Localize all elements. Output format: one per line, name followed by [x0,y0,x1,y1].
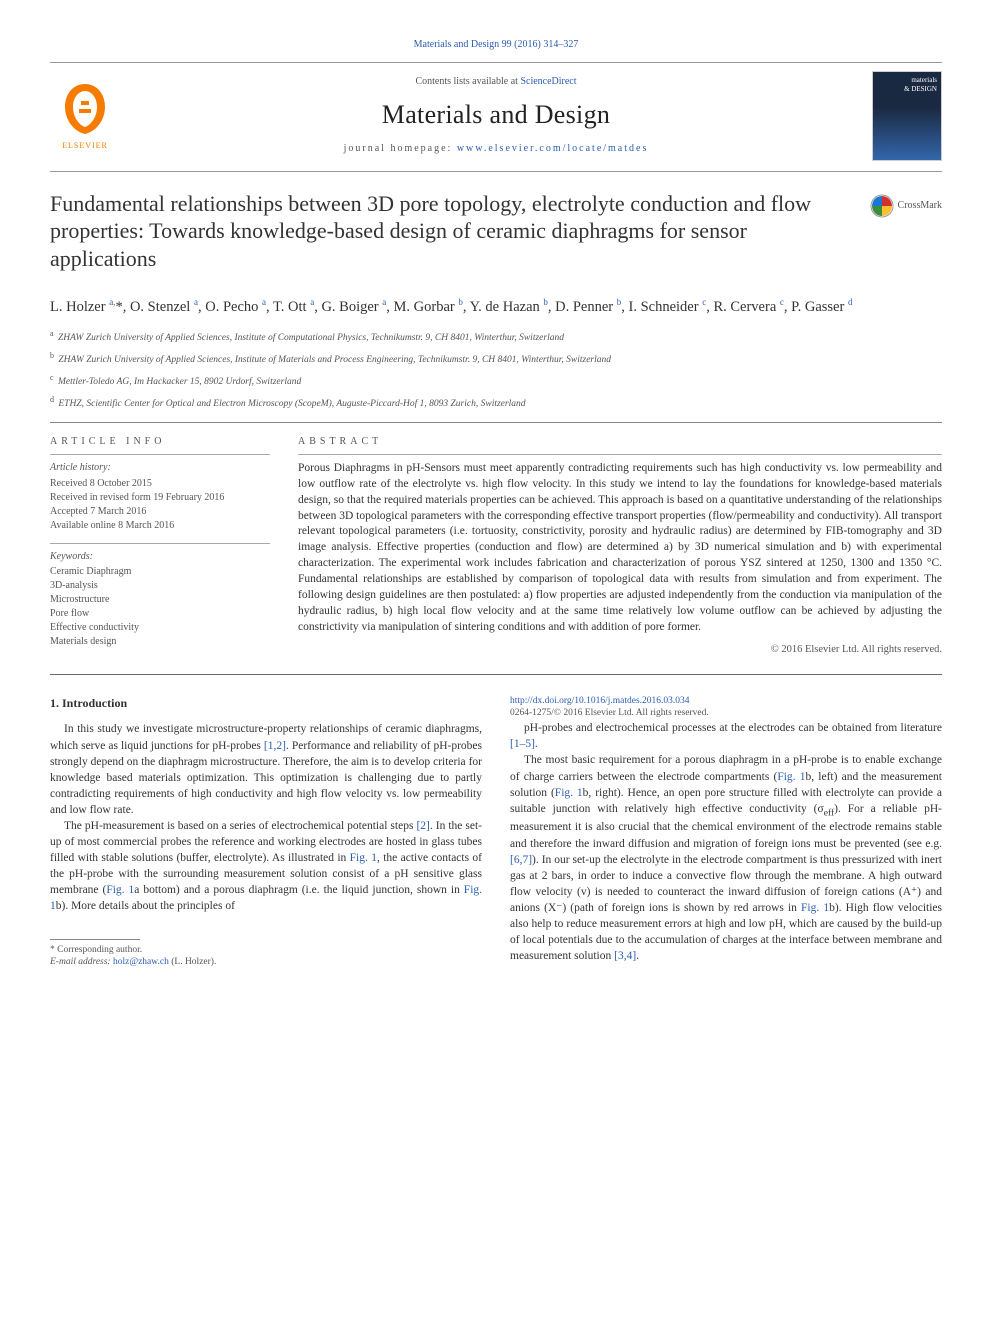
article-title: Fundamental relationships between 3D por… [50,190,858,273]
doi-link[interactable]: http://dx.doi.org/10.1016/j.matdes.2016.… [510,696,690,706]
figure-link[interactable]: Fig. 1 [777,771,805,783]
article-info-head: article info [50,435,270,449]
body-paragraph: In this study we investigate microstruct… [50,721,482,818]
article-info-block: article info Article history: Received 8… [50,435,270,658]
email-footnote: E-mail address: holz@zhaw.ch (L. Holzer)… [50,956,482,969]
citation-link[interactable]: [1,2] [264,740,286,752]
body-paragraph: The pH-measurement is based on a series … [50,818,482,915]
elsevier-logo: ELSEVIER [50,76,120,156]
affiliation: d ETHZ, Scientific Center for Optical an… [50,394,942,412]
affiliation: a ZHAW Zurich University of Applied Scie… [50,328,942,346]
abstract-copyright: © 2016 Elsevier Ltd. All rights reserved… [298,643,942,657]
abstract-head: abstract [298,435,942,449]
body-paragraph: The most basic requirement for a porous … [510,752,942,964]
section-1-title: 1. Introduction [50,695,482,712]
article-body: 1. Introduction In this study we investi… [50,695,942,974]
figure-link[interactable]: Fig. 1 [350,852,377,864]
crossmark-label: CrossMark [898,199,942,213]
journal-cover-thumb: materials& DESIGN [872,71,942,161]
elsevier-logo-text: ELSEVIER [62,141,108,152]
figure-link[interactable]: Fig. 1 [801,902,829,914]
figure-link[interactable]: Fig. 1 [555,787,583,799]
sciencedirect-link[interactable]: ScienceDirect [520,76,576,87]
abstract-text: Porous Diaphragms in pH-Sensors must mee… [298,461,942,635]
body-paragraph: pH-probes and electrochemical processes … [510,720,942,752]
citation-link[interactable]: [2] [416,820,429,832]
footnote-block: * Corresponding author. E-mail address: … [50,939,482,970]
affiliation: c Mettler-Toledo AG, Im Hackacker 15, 89… [50,372,942,390]
citation-link[interactable]: [1–5] [510,738,535,750]
crossmark-badge[interactable]: CrossMark [870,194,942,218]
doi-block: http://dx.doi.org/10.1016/j.matdes.2016.… [510,695,942,721]
issn-copyright: 0264-1275/© 2016 Elsevier Ltd. All right… [510,708,709,718]
keywords-list: Ceramic Diaphragm3D-analysisMicrostructu… [50,565,270,649]
journal-citation: Materials and Design 99 (2016) 314–327 [50,38,942,52]
journal-header: ELSEVIER Contents lists available at Sci… [50,62,942,172]
email-link[interactable]: holz@zhaw.ch [113,957,169,967]
abstract-block: abstract Porous Diaphragms in pH-Sensors… [298,435,942,658]
citation-link[interactable]: [6,7] [510,854,532,866]
homepage-link[interactable]: www.elsevier.com/locate/matdes [457,143,649,154]
corresponding-author-note: * Corresponding author. [50,944,482,957]
article-history-label: Article history: [50,461,270,475]
homepage-line: journal homepage: www.elsevier.com/locat… [132,142,860,156]
authors-list: L. Holzer a,*, O. Stenzel a, O. Pecho a,… [50,296,942,318]
figure-link[interactable]: Fig. 1 [106,884,134,896]
journal-name: Materials and Design [132,97,860,132]
affiliation: b ZHAW Zurich University of Applied Scie… [50,350,942,368]
contents-line: Contents lists available at ScienceDirec… [132,75,860,89]
citation-link[interactable]: [3,4] [614,950,636,962]
article-history: Received 8 October 2015Received in revis… [50,477,270,533]
keywords-label: Keywords: [50,550,270,564]
